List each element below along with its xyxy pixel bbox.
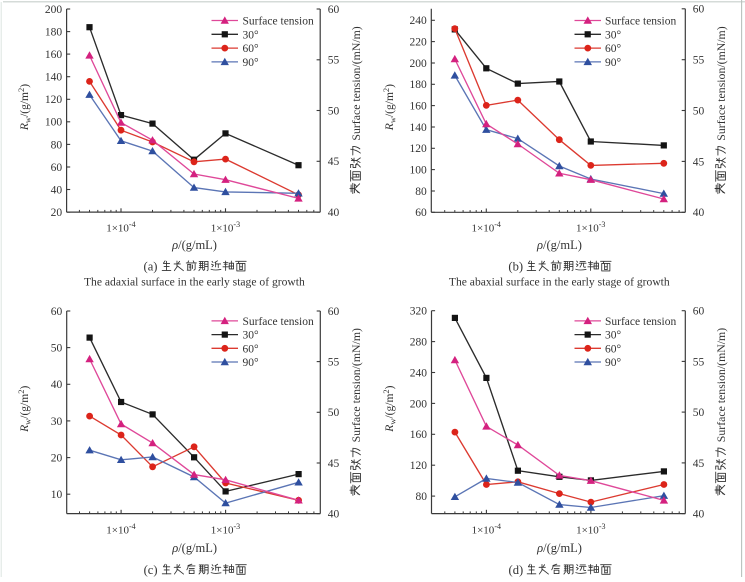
svg-text:50: 50 [51, 343, 63, 355]
svg-text:60°: 60° [243, 343, 260, 355]
svg-text:80: 80 [416, 491, 428, 503]
svg-text:240: 240 [410, 367, 428, 379]
svg-text:Surface tension/(mN/m): Surface tension/(mN/m) [714, 328, 728, 442]
svg-text:240: 240 [410, 15, 428, 27]
svg-text:120: 120 [410, 143, 428, 155]
svg-text:Surface tension: Surface tension [243, 16, 314, 28]
svg-text:1×10-3: 1×10-3 [211, 522, 240, 536]
svg-text:30°: 30° [605, 330, 622, 342]
svg-text:1×10-3: 1×10-3 [211, 220, 240, 234]
svg-text:60: 60 [51, 162, 63, 174]
svg-text:120: 120 [45, 94, 63, 106]
svg-text:90°: 90° [243, 57, 260, 69]
svg-text:10: 10 [51, 489, 63, 501]
svg-text:30°: 30° [243, 29, 260, 41]
svg-text:60°: 60° [243, 43, 260, 55]
svg-text:1×10-4: 1×10-4 [472, 220, 501, 234]
svg-text:(b): (b) [508, 259, 523, 273]
svg-text:ρ/(g/mL): ρ/(g/mL) [171, 238, 217, 252]
svg-text:Rw/(g/m2): Rw/(g/m2) [16, 84, 32, 131]
svg-text:1×10-4: 1×10-4 [106, 522, 135, 536]
svg-text:20: 20 [51, 453, 63, 465]
svg-text:100: 100 [45, 117, 63, 129]
svg-text:60°: 60° [605, 343, 622, 355]
svg-text:50: 50 [328, 106, 340, 118]
svg-text:90°: 90° [605, 357, 622, 369]
svg-text:60: 60 [328, 4, 340, 16]
svg-text:60: 60 [693, 4, 705, 16]
svg-text:80: 80 [415, 186, 427, 198]
svg-text:45: 45 [693, 458, 705, 470]
svg-text:60: 60 [415, 207, 427, 219]
svg-text:100: 100 [410, 165, 428, 177]
svg-text:(c): (c) [144, 563, 158, 577]
svg-text:200: 200 [45, 4, 63, 16]
svg-text:320: 320 [410, 306, 428, 318]
svg-text:30°: 30° [605, 29, 622, 41]
svg-text:140: 140 [410, 122, 428, 134]
svg-text:55: 55 [693, 55, 705, 67]
svg-text:30°: 30° [243, 330, 260, 342]
svg-text:(a): (a) [144, 259, 158, 273]
svg-text:90°: 90° [605, 57, 622, 69]
svg-text:Surface tension/(mN/m): Surface tension/(mN/m) [714, 26, 728, 140]
svg-text:ρ/(g/mL): ρ/(g/mL) [171, 541, 217, 555]
svg-text:60°: 60° [605, 43, 622, 55]
svg-text:40: 40 [693, 207, 705, 219]
svg-text:60: 60 [693, 306, 705, 318]
svg-text:ρ/(g/mL): ρ/(g/mL) [536, 541, 582, 555]
svg-text:40: 40 [693, 509, 705, 521]
svg-text:200: 200 [410, 58, 428, 70]
svg-text:40: 40 [51, 379, 63, 391]
svg-text:Surface tension: Surface tension [605, 316, 676, 328]
svg-text:40: 40 [328, 509, 340, 521]
svg-text:20: 20 [51, 207, 63, 219]
svg-text:55: 55 [328, 55, 340, 67]
svg-text:Rw/(g/m2): Rw/(g/m2) [381, 84, 398, 131]
svg-text:50: 50 [693, 106, 705, 118]
svg-text:The adaxial surface in the ear: The adaxial surface in the early stage o… [84, 276, 305, 289]
svg-text:Rw/(g/m2): Rw/(g/m2) [16, 386, 33, 433]
svg-text:1×10-3: 1×10-3 [576, 220, 605, 234]
svg-text:The abaxial surface in the ear: The abaxial surface in the early stage o… [449, 276, 670, 289]
svg-text:Surface tension: Surface tension [243, 316, 314, 328]
svg-text:50: 50 [693, 407, 705, 419]
svg-text:45: 45 [693, 156, 705, 168]
svg-text:Rw/(g/m2): Rw/(g/m2) [381, 385, 398, 432]
svg-text:120: 120 [410, 460, 428, 472]
svg-text:40: 40 [328, 207, 340, 219]
svg-text:1×10-4: 1×10-4 [106, 220, 135, 234]
svg-text:160: 160 [410, 101, 428, 113]
svg-text:(d): (d) [509, 563, 524, 577]
svg-text:55: 55 [328, 357, 340, 369]
svg-text:200: 200 [410, 398, 428, 410]
svg-text:Surface tension/(mN/m): Surface tension/(mN/m) [349, 328, 363, 442]
svg-text:50: 50 [328, 407, 340, 419]
svg-text:45: 45 [328, 458, 340, 470]
svg-text:55: 55 [693, 356, 705, 368]
svg-text:280: 280 [410, 337, 428, 349]
svg-text:80: 80 [51, 139, 63, 151]
svg-text:90°: 90° [243, 357, 260, 369]
svg-text:40: 40 [51, 184, 63, 196]
svg-text:1×10-3: 1×10-3 [576, 522, 605, 536]
svg-text:30: 30 [51, 416, 63, 428]
svg-text:160: 160 [45, 49, 63, 61]
svg-text:140: 140 [45, 72, 63, 84]
svg-text:180: 180 [410, 79, 428, 91]
svg-text:160: 160 [410, 429, 428, 441]
svg-text:60: 60 [328, 306, 340, 318]
svg-text:180: 180 [45, 27, 63, 39]
svg-text:Surface tension: Surface tension [605, 16, 676, 28]
svg-text:1×10-4: 1×10-4 [472, 522, 501, 536]
svg-text:Surface tension/(mN/m): Surface tension/(mN/m) [349, 26, 363, 140]
svg-text:45: 45 [328, 156, 340, 168]
svg-text:ρ/(g/mL): ρ/(g/mL) [536, 238, 582, 252]
svg-text:60: 60 [51, 306, 63, 318]
svg-text:220: 220 [410, 37, 428, 49]
